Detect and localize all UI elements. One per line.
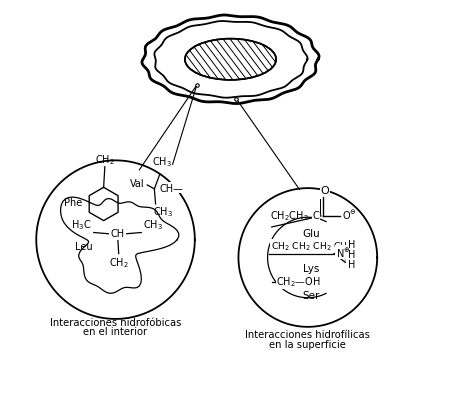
Text: CH$_3$: CH$_3$ — [153, 155, 172, 169]
Ellipse shape — [185, 40, 276, 81]
Text: Lys: Lys — [303, 263, 319, 273]
Text: CH$_2$CH$_2$: CH$_2$CH$_2$ — [270, 209, 308, 223]
Text: Interacciones hidrofílicas: Interacciones hidrofílicas — [245, 330, 370, 340]
Text: Val: Val — [130, 178, 144, 188]
Text: O$^{\ominus}$: O$^{\ominus}$ — [342, 208, 357, 221]
Text: H: H — [348, 249, 355, 259]
Text: CH: CH — [111, 229, 124, 239]
Text: CH$_2$—OH: CH$_2$—OH — [277, 275, 321, 288]
Text: N$^{\oplus}$: N$^{\oplus}$ — [336, 246, 350, 259]
Text: en el interior: en el interior — [83, 326, 148, 336]
Text: H: H — [348, 259, 355, 269]
Text: CH$_3$: CH$_3$ — [153, 205, 173, 218]
Text: CH—: CH— — [160, 183, 183, 193]
Text: Glu: Glu — [302, 229, 320, 239]
Text: Leu: Leu — [75, 241, 93, 251]
Text: CH$_2$: CH$_2$ — [109, 255, 129, 269]
Text: en la superficie: en la superficie — [269, 339, 346, 348]
Text: CH$_2$ CH$_2$ CH$_2$ CH: CH$_2$ CH$_2$ CH$_2$ CH — [271, 240, 348, 253]
Text: H: H — [348, 239, 355, 249]
Text: CH$_2$: CH$_2$ — [95, 152, 115, 166]
Text: Phe: Phe — [64, 197, 82, 207]
Text: H$_3$C: H$_3$C — [71, 218, 92, 232]
Text: CH$_3$: CH$_3$ — [143, 217, 163, 231]
Text: Interacciones hidrofóbicas: Interacciones hidrofóbicas — [50, 317, 181, 327]
Text: C: C — [313, 210, 319, 220]
Text: O: O — [321, 186, 330, 196]
Text: Ser: Ser — [302, 290, 320, 300]
